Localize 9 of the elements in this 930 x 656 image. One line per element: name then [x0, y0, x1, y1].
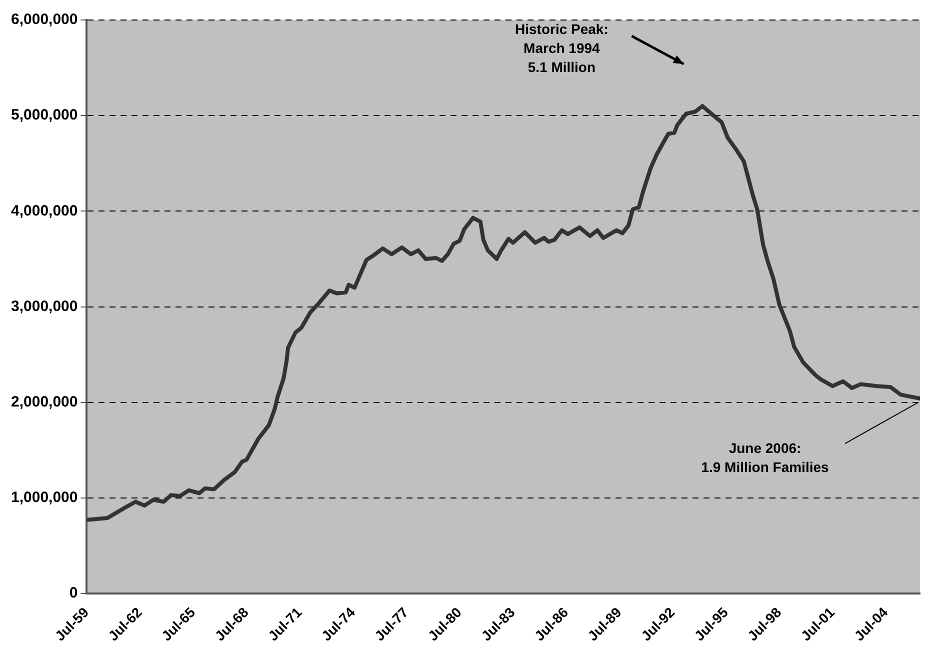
y-tick-label: 4,000,000 — [10, 202, 78, 220]
y-tick-label: 6,000,000 — [10, 11, 78, 28]
y-tick-label: 3,000,000 — [10, 298, 78, 315]
annotation: Historic Peak: March 1994 5.1 Million — [515, 20, 608, 75]
y-tick-label: 2,000,000 — [10, 393, 78, 410]
y-tick-label: 1,000,000 — [10, 489, 78, 506]
y-tick-label: 0 — [69, 584, 78, 602]
y-tick-label: 5,000,000 — [10, 106, 78, 124]
annotation: June 2006: 1.9 Million Families — [701, 440, 830, 475]
